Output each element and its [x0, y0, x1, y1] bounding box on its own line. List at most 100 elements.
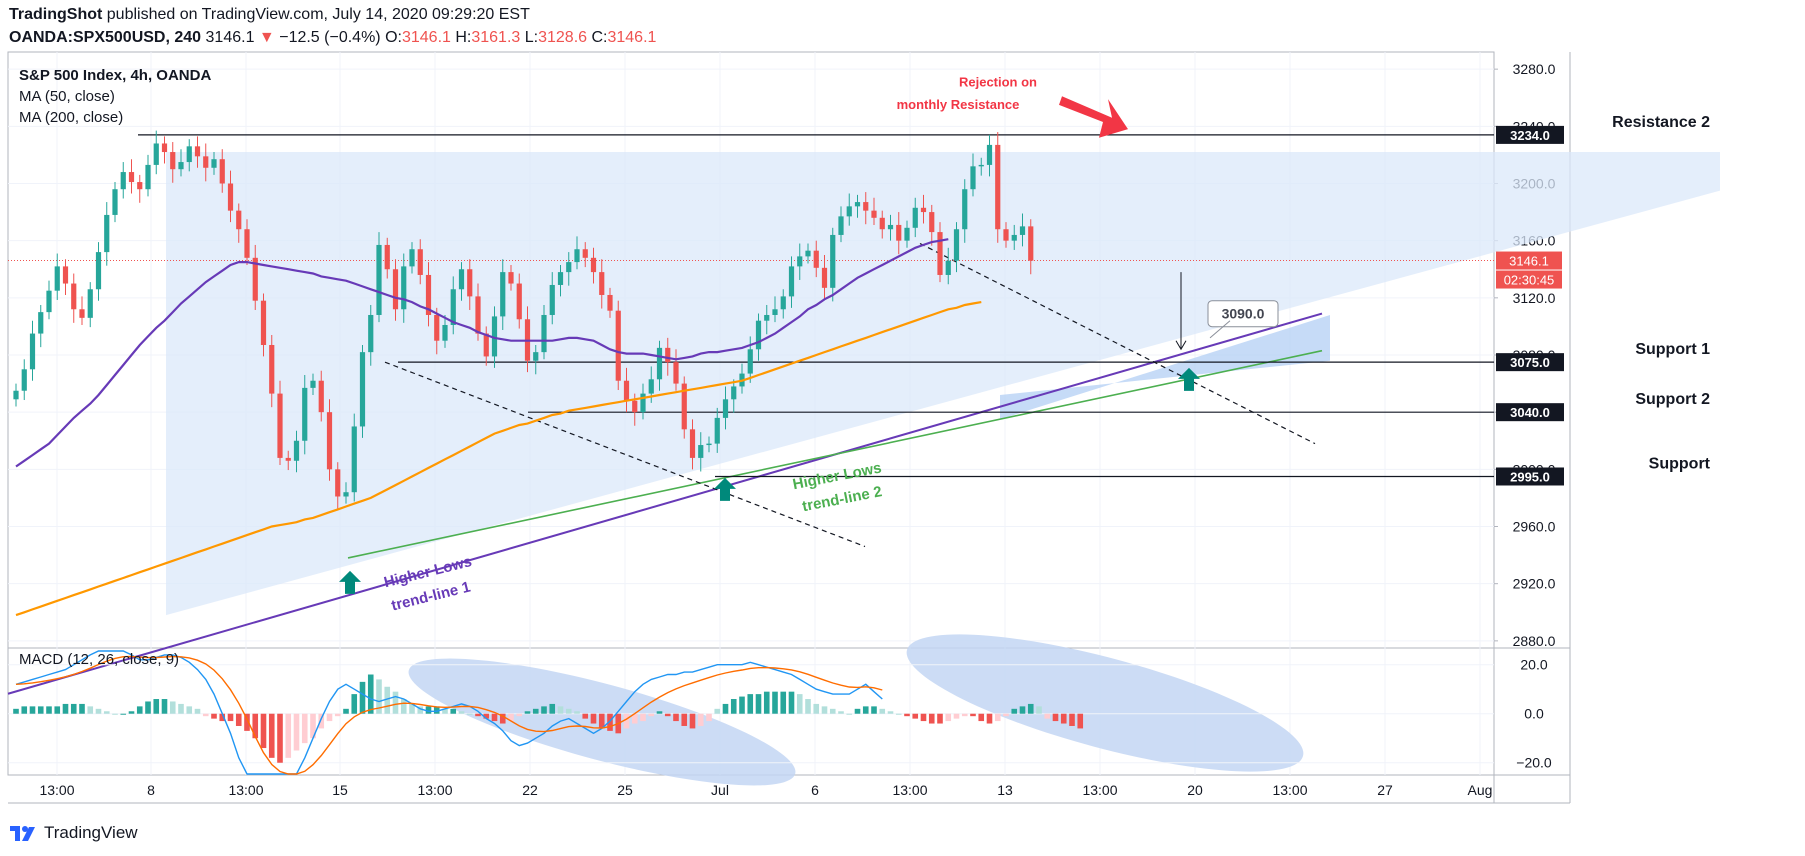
close-value: 3146.1 [607, 29, 657, 46]
candle-down [203, 156, 209, 168]
macd-histogram-bar [136, 706, 143, 714]
candle-up [178, 162, 184, 170]
macd-histogram-bar [722, 703, 729, 714]
candle-up [846, 206, 852, 217]
ma200-legend[interactable]: MA (200, close) [19, 109, 124, 126]
candle-down [483, 333, 489, 357]
macd-histogram-bar [235, 713, 242, 726]
low-value: 3128.6 [538, 29, 588, 46]
candle-down [384, 244, 390, 270]
level-label: Support 2 [1635, 391, 1710, 408]
macd-histogram-bar [277, 713, 283, 763]
footer-brand[interactable]: TradingView [8, 822, 138, 844]
rejection-annotation-line2: monthly Resistance [897, 97, 1020, 112]
candle-down [896, 224, 902, 241]
macd-histogram-bar [450, 708, 457, 714]
macd-histogram-bar [54, 706, 61, 714]
macd-histogram-bar [508, 713, 514, 722]
candle-up [945, 260, 951, 275]
candle-up [458, 269, 465, 290]
macd-histogram-bar [87, 706, 94, 714]
time-tick-label: 13:00 [1272, 782, 1307, 798]
candle-down [252, 257, 258, 301]
candle-up [409, 249, 415, 267]
candle-up [640, 393, 646, 413]
candle-up [772, 309, 778, 315]
candle-up [376, 244, 382, 315]
candle-up [153, 143, 159, 165]
time-tick-label: 13:00 [228, 782, 263, 798]
candle-down [623, 380, 630, 401]
brand-name: TradingView [44, 823, 138, 842]
macd-histogram-bar [994, 713, 1001, 722]
candle-down [236, 210, 242, 230]
countdown-label: 02:30:45 [1504, 273, 1555, 288]
macd-histogram-bar [887, 711, 894, 714]
macd-histogram-bar [664, 713, 671, 717]
candle-up [310, 380, 316, 388]
candle-up [302, 387, 308, 441]
candle-up [557, 272, 564, 285]
level-price-label: 2995.0 [1510, 469, 1550, 484]
low-label: L: [524, 29, 539, 46]
macd-histogram-bar [21, 706, 28, 714]
candle-down [269, 344, 275, 394]
candle-up [648, 379, 654, 394]
candle-up [1011, 234, 1017, 241]
candle-up [21, 369, 27, 391]
macd-histogram-bar [202, 713, 209, 717]
macd-histogram-bar [557, 706, 564, 714]
candle-up [854, 202, 861, 207]
macd-histogram-bar [862, 706, 869, 714]
time-tick-label: Aug [1468, 782, 1493, 798]
author-name[interactable]: TradingShot [9, 6, 103, 23]
macd-histogram-bar [1011, 708, 1018, 714]
macd-histogram-bar [689, 713, 696, 729]
last-price-label: 3146.1 [1509, 254, 1549, 269]
candle-down [879, 217, 885, 230]
macd-histogram-bar [79, 703, 85, 714]
rejection-annotation-line1: Rejection on [959, 74, 1037, 89]
ma50-legend[interactable]: MA (50, close) [19, 88, 115, 105]
chart-title[interactable]: S&P 500 Index, 4h, OANDA [19, 67, 212, 84]
macd-histogram-bar [978, 713, 985, 722]
candle-down [318, 380, 324, 413]
macd-histogram-bar [491, 713, 498, 722]
macd-histogram-bar [813, 703, 820, 714]
dashed-down-trendline-1 [384, 361, 866, 548]
candle-up [401, 266, 407, 310]
level-label: Support [1649, 455, 1711, 472]
candle-up [755, 320, 762, 350]
macd-histogram-bar [623, 713, 630, 729]
candle-up [838, 216, 844, 235]
level-price-tag [1496, 353, 1564, 372]
macd-histogram-bar [821, 706, 828, 714]
macd-histogram-bar [260, 713, 267, 749]
macd-histogram-bar [384, 686, 391, 714]
candle-up [1019, 226, 1026, 235]
candle-down [937, 232, 943, 275]
price-change: −12.5 (−0.4%) [279, 29, 381, 46]
macd-histogram-bar [640, 713, 646, 722]
macd-histogram-bar [788, 691, 795, 714]
macd-histogram-bar [673, 713, 679, 722]
macd-histogram-bar [937, 713, 943, 724]
high-label: H: [455, 29, 472, 46]
open-label: O: [385, 29, 402, 46]
candle-up [112, 189, 118, 215]
symbol-name[interactable]: OANDA:SPX500USD, 240 [9, 29, 202, 46]
macd-histogram-bar [211, 713, 217, 719]
level-label: Support 1 [1635, 341, 1710, 358]
ma50-line [15, 238, 949, 468]
time-tick-label: 6 [811, 782, 819, 798]
candle-up [953, 229, 960, 261]
macd-legend[interactable]: MACD (12, 26, close, 9) [19, 651, 180, 668]
macd-histogram-bar [780, 691, 787, 714]
macd-histogram-bar [763, 691, 770, 714]
candle-up [830, 234, 836, 288]
macd-histogram-bar [442, 708, 448, 714]
macd-histogram-bar [846, 713, 853, 715]
macd-histogram-bar [1019, 706, 1026, 714]
macd-histogram-bar [376, 679, 382, 714]
